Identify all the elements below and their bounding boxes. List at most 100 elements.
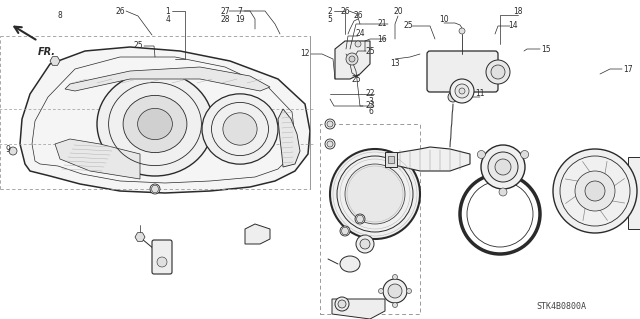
Ellipse shape	[202, 94, 278, 164]
Circle shape	[383, 279, 407, 303]
Circle shape	[9, 147, 17, 155]
Text: 19: 19	[235, 14, 245, 24]
Circle shape	[355, 214, 365, 224]
Polygon shape	[332, 299, 385, 319]
Circle shape	[345, 164, 405, 224]
Text: 28: 28	[220, 14, 230, 24]
Text: 9: 9	[6, 145, 10, 153]
Circle shape	[488, 152, 518, 182]
Text: 7: 7	[237, 6, 243, 16]
Circle shape	[327, 141, 333, 147]
Circle shape	[585, 181, 605, 201]
Text: 23: 23	[365, 101, 375, 110]
Circle shape	[486, 60, 510, 84]
Circle shape	[335, 297, 349, 311]
Text: 10: 10	[439, 14, 449, 24]
Circle shape	[575, 171, 615, 211]
Circle shape	[481, 145, 525, 189]
Circle shape	[325, 119, 335, 129]
Circle shape	[450, 79, 474, 103]
Text: 11: 11	[476, 90, 484, 99]
Ellipse shape	[97, 72, 213, 176]
Circle shape	[521, 151, 529, 159]
Circle shape	[349, 56, 355, 62]
Text: 13: 13	[390, 60, 400, 69]
Circle shape	[338, 300, 346, 308]
Circle shape	[553, 149, 637, 233]
Text: 26: 26	[353, 11, 363, 20]
Circle shape	[459, 88, 465, 94]
Circle shape	[491, 65, 505, 79]
Polygon shape	[341, 227, 349, 234]
Text: 25: 25	[351, 75, 361, 84]
Polygon shape	[356, 216, 364, 222]
Circle shape	[346, 53, 358, 65]
Circle shape	[157, 257, 167, 267]
Polygon shape	[50, 57, 60, 65]
Text: 6: 6	[369, 107, 373, 115]
Circle shape	[330, 149, 420, 239]
Bar	[385, 152, 397, 167]
FancyBboxPatch shape	[152, 240, 172, 274]
Polygon shape	[278, 109, 300, 167]
Text: 12: 12	[300, 49, 310, 58]
Bar	[628, 157, 640, 229]
Text: 17: 17	[623, 64, 633, 73]
Polygon shape	[65, 67, 270, 91]
Circle shape	[150, 184, 160, 194]
Bar	[388, 156, 394, 163]
Text: 26: 26	[115, 6, 125, 16]
Text: 3: 3	[369, 97, 373, 106]
Text: FR.: FR.	[38, 47, 56, 57]
Polygon shape	[390, 147, 470, 171]
Circle shape	[388, 284, 402, 298]
Circle shape	[477, 151, 485, 159]
Text: 25: 25	[365, 47, 375, 56]
Circle shape	[325, 139, 335, 149]
Polygon shape	[135, 233, 145, 241]
Polygon shape	[245, 224, 270, 244]
Text: 26: 26	[340, 6, 350, 16]
Circle shape	[360, 239, 370, 249]
Circle shape	[499, 188, 507, 196]
Text: 1: 1	[166, 6, 170, 16]
Polygon shape	[55, 139, 140, 179]
Circle shape	[137, 234, 143, 240]
Ellipse shape	[223, 113, 257, 145]
Ellipse shape	[340, 256, 360, 272]
Text: STK4B0800A: STK4B0800A	[536, 302, 586, 311]
Text: 8: 8	[58, 11, 62, 20]
Circle shape	[355, 41, 361, 47]
Text: 22: 22	[365, 90, 375, 99]
Circle shape	[448, 92, 458, 102]
Text: 27: 27	[220, 6, 230, 16]
Circle shape	[327, 121, 333, 127]
Circle shape	[459, 28, 465, 34]
Circle shape	[392, 302, 397, 308]
Circle shape	[340, 226, 350, 236]
Polygon shape	[20, 47, 310, 193]
Circle shape	[392, 275, 397, 279]
FancyBboxPatch shape	[427, 51, 498, 92]
Text: 4: 4	[166, 16, 170, 25]
Circle shape	[356, 235, 374, 253]
Text: 18: 18	[513, 6, 523, 16]
Text: 21: 21	[377, 19, 387, 28]
Text: 25: 25	[133, 41, 143, 50]
Text: 14: 14	[508, 21, 518, 31]
Text: 2: 2	[328, 6, 332, 16]
Circle shape	[406, 288, 412, 293]
Polygon shape	[335, 41, 370, 79]
Text: 5: 5	[328, 16, 332, 25]
Text: 25: 25	[403, 21, 413, 31]
Text: 16: 16	[377, 34, 387, 43]
Text: 20: 20	[393, 6, 403, 16]
Ellipse shape	[123, 95, 187, 152]
Text: 24: 24	[355, 29, 365, 39]
Ellipse shape	[138, 108, 172, 140]
Circle shape	[495, 159, 511, 175]
Polygon shape	[151, 186, 159, 192]
Circle shape	[378, 288, 383, 293]
Circle shape	[455, 84, 469, 98]
Text: 15: 15	[541, 44, 551, 54]
